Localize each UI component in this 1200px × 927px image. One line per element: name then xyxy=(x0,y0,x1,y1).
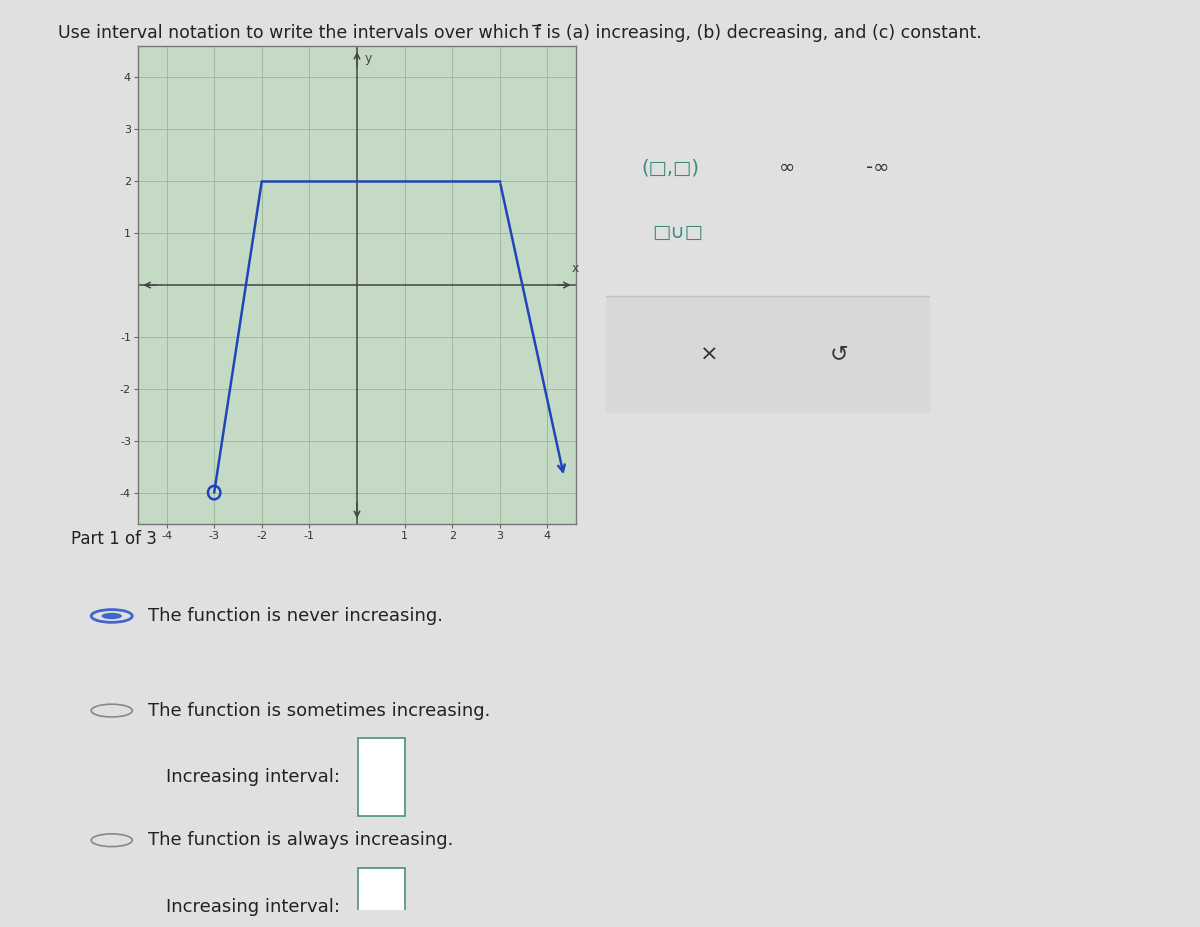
Text: The function is always increasing.: The function is always increasing. xyxy=(148,832,454,849)
Circle shape xyxy=(102,613,122,619)
Text: Increasing interval:: Increasing interval: xyxy=(166,898,340,916)
Text: ×: × xyxy=(701,345,719,364)
FancyBboxPatch shape xyxy=(358,868,406,927)
Bar xyxy=(606,297,930,413)
Text: Increasing interval:: Increasing interval: xyxy=(166,768,340,786)
Text: Part 1 of 3: Part 1 of 3 xyxy=(71,529,157,548)
Text: (□,□): (□,□) xyxy=(642,159,700,177)
Text: □∪□: □∪□ xyxy=(652,222,703,242)
Text: -∞: -∞ xyxy=(866,159,890,177)
Text: x: x xyxy=(571,262,578,275)
Text: y: y xyxy=(364,52,372,65)
FancyBboxPatch shape xyxy=(358,738,406,817)
Text: The function is sometimes increasing.: The function is sometimes increasing. xyxy=(148,702,491,719)
Text: Use interval notation to write the intervals over which f̅ is (a) increasing, (b: Use interval notation to write the inter… xyxy=(58,24,982,42)
Text: ∞: ∞ xyxy=(779,159,796,177)
Text: The function is never increasing.: The function is never increasing. xyxy=(148,607,443,625)
Text: ↺: ↺ xyxy=(830,345,848,364)
